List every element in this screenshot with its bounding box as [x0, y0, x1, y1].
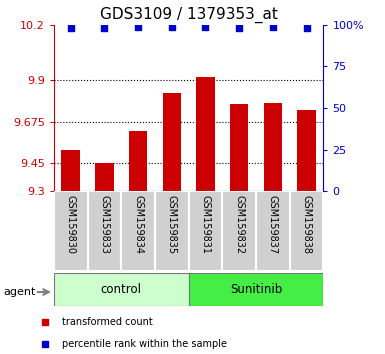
Bar: [162, 93, 181, 191]
Bar: [88, 191, 121, 271]
Bar: [297, 110, 316, 191]
Point: [203, 24, 209, 30]
Bar: [155, 191, 189, 271]
Bar: [264, 103, 282, 191]
Bar: [189, 191, 223, 271]
Point: [270, 24, 276, 30]
Bar: [54, 191, 88, 271]
Bar: [129, 131, 147, 191]
Text: transformed count: transformed count: [62, 317, 153, 327]
Text: GSM159834: GSM159834: [133, 195, 143, 254]
Bar: [62, 150, 80, 191]
Text: Sunitinib: Sunitinib: [230, 283, 282, 296]
Text: GSM159837: GSM159837: [268, 195, 278, 254]
Point: [68, 25, 74, 31]
Bar: [196, 76, 215, 191]
Point: [101, 25, 107, 31]
Point: [169, 24, 175, 30]
Bar: [121, 191, 155, 271]
Text: GSM159832: GSM159832: [234, 195, 244, 254]
Bar: [230, 104, 248, 191]
Text: GSM159833: GSM159833: [99, 195, 109, 254]
Point: [135, 24, 141, 30]
Bar: [223, 191, 256, 271]
Point: [303, 25, 310, 31]
Text: agent: agent: [4, 287, 36, 297]
Text: GSM159831: GSM159831: [201, 195, 211, 254]
Point: [236, 25, 242, 31]
Text: GSM159835: GSM159835: [167, 195, 177, 254]
Bar: [290, 191, 323, 271]
Bar: [189, 273, 323, 306]
Bar: [95, 164, 114, 191]
Text: GSM159838: GSM159838: [301, 195, 311, 254]
Bar: [256, 191, 290, 271]
Title: GDS3109 / 1379353_at: GDS3109 / 1379353_at: [100, 7, 278, 23]
Text: GSM159830: GSM159830: [66, 195, 76, 254]
Text: percentile rank within the sample: percentile rank within the sample: [62, 339, 227, 349]
Bar: [54, 273, 189, 306]
Text: control: control: [101, 283, 142, 296]
